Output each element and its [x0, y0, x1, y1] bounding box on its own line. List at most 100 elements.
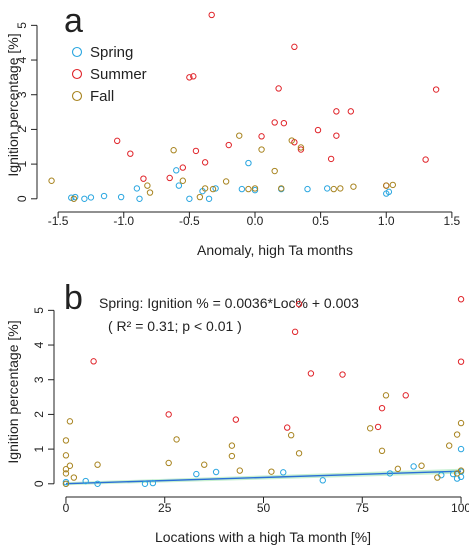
data-point-fall — [173, 436, 180, 443]
data-point-summer — [166, 174, 173, 182]
data-point-fall — [418, 462, 425, 469]
data-point-fall — [278, 185, 285, 192]
data-point-fall — [94, 461, 101, 468]
data-point-summer — [339, 371, 346, 378]
x-tick-label: 0.5 — [312, 214, 329, 228]
data-point-summer — [295, 300, 303, 308]
data-point-spring — [141, 480, 149, 487]
x-tick-label: 50 — [257, 501, 271, 515]
x-tick-label: -1.5 — [48, 214, 69, 228]
legend-label-spring: Spring — [90, 44, 133, 61]
data-point-spring — [136, 195, 143, 202]
y-tick-label: 5 — [15, 22, 29, 29]
data-point-summer — [186, 74, 193, 81]
data-point-spring — [94, 480, 101, 487]
data-point-fall — [350, 183, 357, 190]
x-tick-label: 100 — [451, 501, 469, 515]
data-point-spring — [323, 185, 331, 192]
y-tick-label: 1 — [15, 160, 29, 167]
data-point-fall — [288, 137, 295, 144]
data-point-summer — [402, 392, 409, 399]
data-point-summer — [432, 86, 440, 93]
panel-a: a Ignition percentage [%] Anomaly, high … — [5, 2, 461, 258]
panel-b-label: b — [64, 279, 83, 317]
data-point-summer — [275, 85, 282, 92]
data-point-spring — [280, 469, 287, 476]
data-point-spring — [149, 479, 157, 487]
data-point-spring — [175, 182, 183, 189]
data-point-fall — [228, 442, 236, 449]
data-point-fall — [48, 177, 55, 184]
data-point-fall — [245, 185, 252, 193]
data-point-fall — [222, 178, 230, 185]
data-point-fall — [70, 195, 78, 202]
data-point-summer — [271, 119, 278, 126]
x-tick-label: 75 — [356, 501, 370, 515]
data-point-summer — [140, 175, 147, 182]
y-tick-label: 3 — [15, 91, 29, 98]
data-point-summer — [225, 141, 232, 149]
x-tick-label: 1.5 — [444, 214, 461, 228]
data-point-summer — [280, 119, 288, 127]
data-point-fall — [457, 467, 465, 474]
data-point-summer — [190, 73, 197, 80]
data-point-summer — [127, 150, 134, 157]
data-point-spring — [205, 195, 213, 202]
data-point-summer — [457, 358, 465, 365]
data-point-spring — [193, 470, 200, 478]
data-point-summer — [333, 132, 340, 139]
data-point-fall — [66, 462, 74, 469]
legend-label-fall: Fall — [90, 88, 114, 105]
data-point-spring — [212, 185, 219, 192]
data-point-fall — [236, 467, 243, 474]
data-point-summer — [291, 328, 299, 336]
data-point-fall — [196, 193, 204, 201]
data-point-spring — [457, 445, 465, 453]
data-point-fall — [330, 185, 337, 193]
data-point-spring — [82, 477, 89, 485]
panel-a-legend: Spring Summer Fall — [71, 44, 147, 105]
x-tick-label: -1.0 — [113, 214, 134, 228]
data-point-spring — [212, 468, 220, 476]
data-point-fall — [62, 480, 70, 487]
panel-b-regression-equation: Spring: Ignition % = 0.0036*Loc% + 0.003 — [99, 295, 359, 311]
data-point-summer — [314, 126, 322, 134]
data-point-summer — [378, 404, 386, 412]
data-point-summer — [422, 156, 429, 163]
data-point-fall — [383, 182, 390, 189]
data-point-fall — [165, 459, 172, 467]
data-point-summer — [297, 146, 305, 153]
data-point-fall — [170, 147, 177, 154]
data-point-summer — [347, 108, 355, 115]
data-point-spring — [449, 470, 457, 478]
panel-b-regression-stats: ( R² = 0.31; p < 0.01 ) — [108, 318, 242, 334]
data-point-fall — [295, 450, 303, 457]
data-point-fall — [453, 431, 461, 438]
data-point-spring — [87, 194, 95, 201]
regression-line — [65, 470, 462, 485]
data-point-fall — [62, 437, 70, 444]
data-point-spring — [251, 186, 259, 194]
legend-marker-summer — [71, 68, 83, 80]
data-point-fall — [271, 167, 278, 175]
data-point-fall — [62, 470, 70, 477]
data-point-summer — [179, 164, 187, 171]
data-point-spring — [186, 195, 193, 202]
y-tick-label: 5 — [32, 307, 46, 314]
x-tick-label: 0 — [63, 501, 70, 515]
data-point-fall — [201, 461, 208, 468]
y-tick-label: 2 — [32, 411, 46, 418]
x-tick-label: 25 — [158, 501, 172, 515]
data-point-spring — [133, 185, 141, 192]
data-point-fall — [201, 185, 209, 192]
data-point-summer — [201, 159, 209, 166]
data-point-spring — [81, 195, 88, 202]
data-point-summer — [258, 133, 265, 140]
y-tick-label: 4 — [15, 56, 29, 63]
data-point-fall — [209, 185, 217, 193]
panel-b-y-axis-label: Ignition percentage [%] — [5, 320, 21, 463]
data-point-fall — [445, 442, 453, 449]
y-tick-label: 0 — [32, 480, 46, 487]
data-point-summer — [333, 108, 340, 115]
data-point-summer — [284, 424, 291, 431]
